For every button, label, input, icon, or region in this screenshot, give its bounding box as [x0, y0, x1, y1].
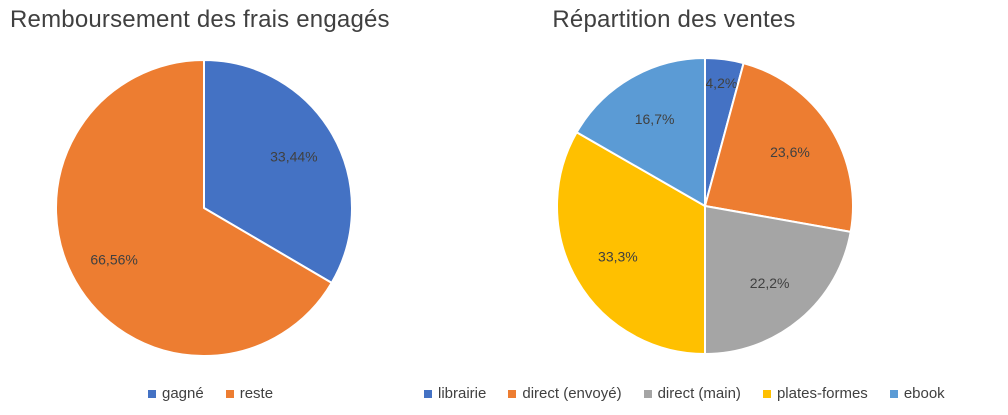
- chart-title: Remboursement des frais engagés: [10, 6, 390, 33]
- chart-repartition: Répartition des ventes 4,2% 23,6% 22,2% 33,…: [410, 0, 1008, 415]
- data-label-ebook: 16,7%: [635, 111, 675, 127]
- legend-label-ebook: ebook: [903, 385, 945, 402]
- legend-swatch-reste: [225, 389, 234, 398]
- legend-remboursement: gagné reste: [148, 385, 273, 402]
- legend-item-ebook: ebook: [889, 385, 945, 402]
- chart-remboursement: Remboursement des frais engagés 33,44% 66…: [0, 0, 410, 415]
- legend-swatch-librairie: [424, 389, 432, 398]
- pie-slice-direct-main: [704, 205, 852, 355]
- pie-slice-reste: [55, 59, 333, 357]
- legend-swatch-direct-main: [643, 389, 652, 398]
- data-label-plates-formes: 33,3%: [598, 248, 638, 264]
- pie-chart-repartition: 4,2% 23,6% 22,2% 33,3% 16,7%: [556, 57, 854, 355]
- legend-swatch-plates-formes: [762, 389, 771, 398]
- legend-item-reste: reste: [225, 385, 274, 402]
- pie-slice-gagne: [203, 59, 353, 284]
- legend-swatch-direct-envoye: [508, 389, 517, 398]
- data-label-direct-main: 22,2%: [750, 275, 790, 291]
- legend-item-direct-envoye: direct (envoyé): [508, 385, 622, 402]
- chart-title: Répartition des ventes: [552, 6, 796, 33]
- legend-label-librairie: librairie: [438, 385, 487, 402]
- legend-label-reste: reste: [239, 385, 274, 402]
- legend-swatch-gagne: [148, 389, 156, 398]
- legend-item-librairie: librairie: [424, 385, 486, 402]
- legend-item-direct-main: direct (main): [643, 385, 741, 402]
- data-label-librairie: 4,2%: [705, 75, 737, 91]
- data-label-gagne: 33,44%: [270, 149, 317, 165]
- legend-label-gagne: gagné: [162, 385, 204, 402]
- pie-chart-remboursement: 33,44% 66,56%: [55, 59, 353, 357]
- legend-label-plates-formes: plates-formes: [776, 385, 868, 402]
- pie-slice-direct-envoye: [704, 62, 854, 233]
- data-label-reste: 66,56%: [90, 251, 137, 267]
- pie-slice-ebook: [575, 57, 706, 207]
- legend-repartition: librairie direct (envoyé) direct (main) pla…: [424, 385, 945, 402]
- pie-slice-plates-formes: [556, 131, 706, 355]
- legend-label-direct-main: direct (main): [657, 385, 741, 402]
- legend-label-direct-envoye: direct (envoyé): [522, 385, 622, 402]
- legend-item-gagne: gagné: [148, 385, 204, 402]
- legend-swatch-ebook: [889, 389, 898, 398]
- legend-item-plates-formes: plates-formes: [762, 385, 868, 402]
- data-label-direct-envoye: 23,6%: [770, 144, 810, 160]
